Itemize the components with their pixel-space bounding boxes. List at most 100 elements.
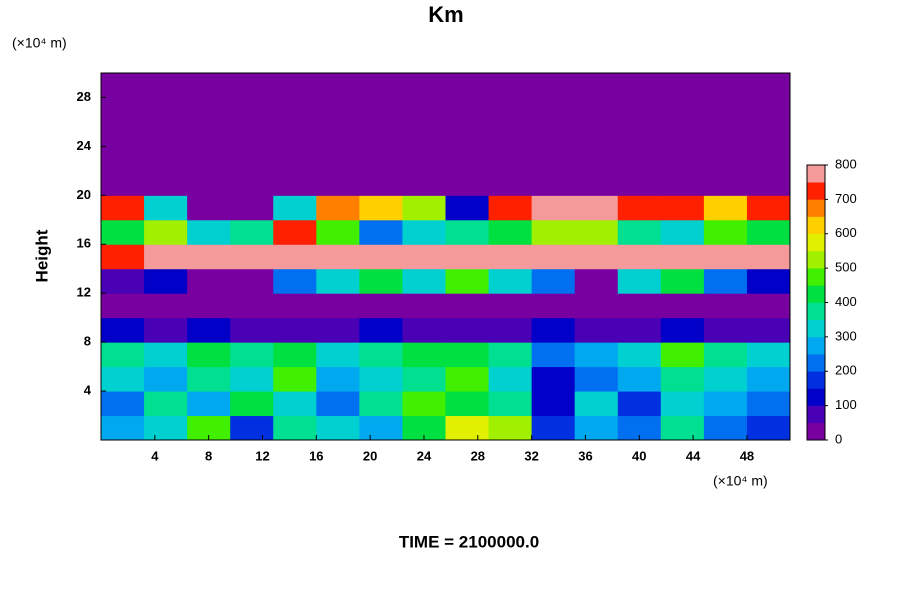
y-tick-label: 20	[77, 187, 91, 202]
heat-cell	[230, 195, 274, 221]
heat-cell	[574, 391, 619, 417]
heat-cell	[488, 244, 533, 270]
heat-cell	[273, 391, 317, 417]
heat-cell	[273, 195, 317, 221]
heat-cell	[660, 219, 705, 245]
heat-cell	[617, 146, 662, 172]
heat-cell	[445, 415, 490, 441]
heat-cell	[402, 195, 446, 221]
colorbar-tick-label: 100	[835, 397, 857, 412]
y-tick-label: 12	[77, 285, 91, 300]
heat-cell	[703, 244, 748, 270]
heat-cell	[746, 415, 791, 441]
heat-cell	[101, 268, 145, 294]
heat-cell	[402, 121, 446, 147]
heat-cell	[660, 244, 705, 270]
heat-cell	[660, 146, 705, 172]
heat-cell	[445, 391, 490, 417]
heat-cell	[230, 73, 274, 98]
heat-cell	[445, 170, 490, 196]
heat-cell	[101, 415, 145, 441]
heat-cell	[574, 293, 619, 319]
heat-cell	[144, 219, 188, 245]
x-tick-label: 36	[578, 448, 592, 463]
heat-cell	[101, 293, 145, 319]
heat-cell	[144, 342, 188, 368]
heat-cell	[359, 97, 403, 123]
heat-cell	[273, 73, 317, 98]
heat-cell	[574, 219, 619, 245]
heat-cell	[359, 146, 403, 172]
heat-cell	[144, 146, 188, 172]
heat-cell	[660, 195, 705, 221]
x-tick-label: 8	[205, 448, 212, 463]
heat-cell	[187, 342, 231, 368]
heat-cell	[617, 293, 662, 319]
heat-cell	[101, 146, 145, 172]
heat-cell	[187, 219, 231, 245]
heat-cell	[101, 342, 145, 368]
heat-cell	[660, 121, 705, 147]
heat-cell	[402, 342, 446, 368]
heat-cell	[316, 268, 360, 294]
plot-frame	[100, 72, 791, 441]
heat-cell	[445, 73, 490, 98]
heat-cell	[703, 170, 748, 196]
heat-cell	[746, 342, 791, 368]
heat-cell	[617, 366, 662, 392]
colorbar-band	[807, 199, 825, 217]
heat-cell	[746, 366, 791, 392]
heat-cell	[402, 170, 446, 196]
heat-cell	[574, 342, 619, 368]
heat-cell	[703, 97, 748, 123]
heat-cell	[187, 146, 231, 172]
colorbar-band	[807, 405, 825, 424]
y-unit: (×10⁴ m)	[12, 35, 67, 51]
heat-cell	[316, 97, 360, 123]
heat-cell	[273, 121, 317, 147]
heat-cell	[617, 195, 662, 221]
heat-cell	[445, 146, 490, 172]
footer: TIME = 2100000.0	[399, 532, 539, 551]
heat-cell	[531, 366, 576, 392]
heat-cell	[101, 244, 145, 270]
heat-cell	[703, 366, 748, 392]
heat-cell	[359, 195, 403, 221]
heat-cell	[402, 73, 446, 98]
heat-cell	[703, 146, 748, 172]
heat-cell	[746, 121, 791, 147]
heat-cell	[746, 293, 791, 319]
heat-cell	[445, 244, 490, 270]
heat-cell	[488, 97, 533, 123]
heat-cell	[230, 366, 274, 392]
heat-cell	[144, 97, 188, 123]
heat-cell	[359, 415, 403, 441]
heat-cell	[660, 342, 705, 368]
colorbar-band	[807, 422, 825, 441]
heat-cell	[445, 342, 490, 368]
heat-cell	[101, 366, 145, 392]
heat-cell	[488, 146, 533, 172]
heat-cell	[488, 268, 533, 294]
heat-cell	[402, 146, 446, 172]
heat-cell	[746, 268, 791, 294]
heat-cell	[703, 219, 748, 245]
heat-cell	[746, 146, 791, 172]
heat-cell	[617, 317, 662, 343]
heat-cell	[445, 219, 490, 245]
heat-cell	[660, 415, 705, 441]
heat-cell	[746, 73, 791, 98]
heat-cell	[617, 121, 662, 147]
heat-cell	[101, 97, 145, 123]
heat-cell	[144, 415, 188, 441]
heat-cell	[445, 268, 490, 294]
heat-cell	[402, 219, 446, 245]
x-tick-label: 44	[686, 448, 701, 463]
heat-cell	[746, 195, 791, 221]
colorbar-tick-label: 700	[835, 191, 857, 206]
heat-cell	[402, 293, 446, 319]
colorbar-band	[807, 216, 825, 235]
heat-cell	[531, 146, 576, 172]
heat-cell	[402, 366, 446, 392]
heat-cell	[660, 73, 705, 98]
